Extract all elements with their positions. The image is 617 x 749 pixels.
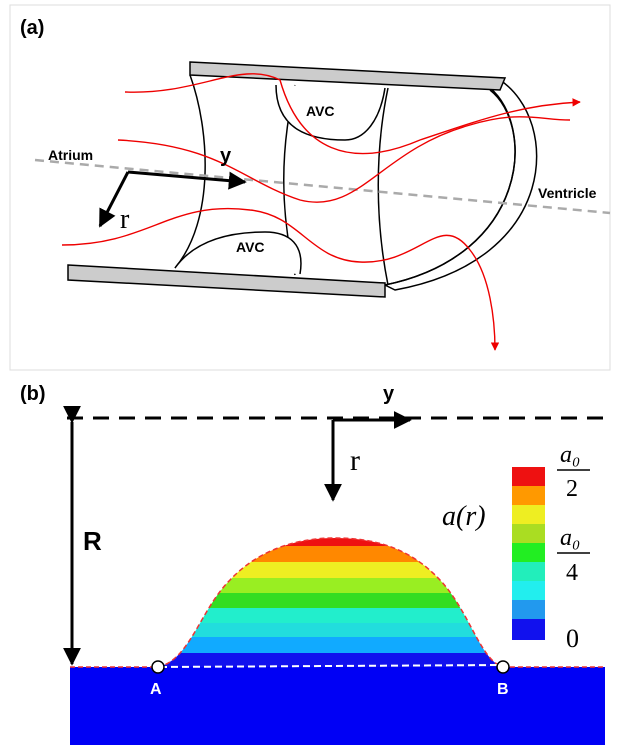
atrium-label: Atrium <box>48 147 93 163</box>
point <box>151 660 165 674</box>
avc-label: AVC <box>236 239 265 255</box>
cushion-outline <box>70 537 605 668</box>
point-label: B <box>497 681 509 698</box>
legend-label: a₀ <box>560 442 580 468</box>
legend: a(r) a₀ 2 a₀ 4 0 <box>442 442 590 653</box>
legend-label: a₀ <box>560 525 580 551</box>
legend-label: 0 <box>566 624 579 653</box>
streamlines <box>61 73 581 351</box>
point <box>496 660 510 674</box>
point-label: A <box>150 681 162 698</box>
panel-label: (a) <box>20 17 44 39</box>
axis-label: y <box>383 383 395 405</box>
radius-label: R <box>83 526 102 556</box>
cushion <box>158 538 503 667</box>
axis-label: r <box>120 204 130 235</box>
base-line <box>159 664 501 668</box>
avc-label: AVC <box>306 103 335 119</box>
wall <box>70 667 605 745</box>
axis-label: r <box>350 444 360 477</box>
axis-label: y <box>220 145 232 167</box>
legend-title: a(r) <box>442 501 486 532</box>
legend-label: 2 <box>566 476 578 502</box>
ventricle-label: Ventricle <box>538 185 597 201</box>
axis-arrow <box>98 171 130 228</box>
legend-label: 4 <box>566 560 578 586</box>
axis-arrow <box>127 170 247 190</box>
panel-label: (b) <box>20 383 46 405</box>
axis-line <box>34 158 611 215</box>
